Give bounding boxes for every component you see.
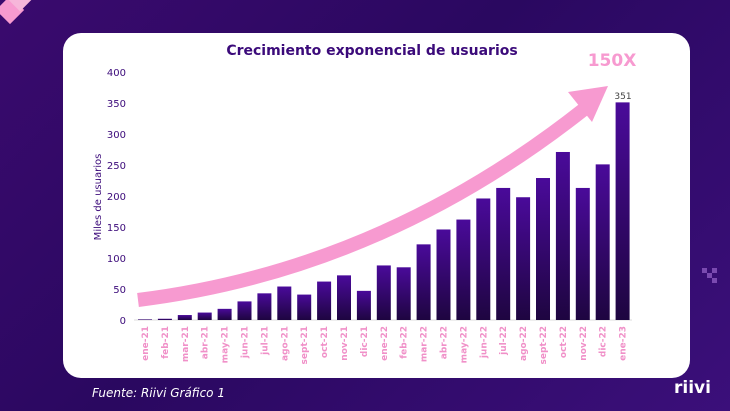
bar-mar-21 (177, 315, 192, 320)
bar-oct-21 (317, 281, 332, 320)
bar-ene-22 (376, 265, 391, 320)
bar-jul-22 (496, 187, 511, 320)
source-label: Fuente: (92, 386, 138, 400)
growth-annotation: 150X (588, 51, 637, 71)
x-tick-label: ago-22 (519, 326, 529, 361)
y-axis-label: Miles de usuarios (93, 154, 104, 241)
x-tick-label: oct-22 (559, 326, 569, 358)
y-tick-label: 100 (107, 254, 126, 265)
x-tick-label: abr-21 (201, 326, 211, 359)
source-footer: Fuente: Riivi Gráfico 1 (92, 386, 225, 400)
bar-ene-23 (615, 102, 630, 320)
bar-abr-22 (436, 229, 451, 320)
x-tick-label: jun-22 (479, 326, 489, 359)
bar-oct-22 (555, 151, 570, 320)
x-tick-label: jun-21 (241, 326, 251, 359)
x-tick-label: feb-22 (400, 326, 410, 359)
x-tick-label: mar-22 (420, 326, 430, 362)
bar-abr-21 (197, 312, 212, 320)
growth-arrow (137, 104, 588, 307)
data-label-ene-23: 351 (614, 92, 631, 102)
x-tick-label: mar-21 (181, 326, 191, 362)
x-tick-label: dic-21 (360, 326, 370, 357)
bar-dic-22 (595, 164, 610, 320)
bar-feb-22 (396, 267, 411, 320)
chart-title: Crecimiento exponencial de usuarios (226, 43, 517, 59)
x-tick-label: ene-23 (619, 326, 629, 361)
y-tick-label: 250 (107, 161, 126, 172)
x-tick-label: may-22 (459, 326, 469, 363)
bar-feb-21 (157, 318, 172, 320)
corner-decoration (0, 0, 38, 38)
x-tick-label: sept-21 (300, 326, 310, 364)
y-tick-label: 350 (107, 99, 126, 110)
y-tick-label: 400 (107, 68, 126, 79)
x-tick-label: jul-21 (260, 326, 270, 356)
bar-ago-22 (516, 197, 531, 320)
bar-dic-21 (356, 290, 371, 320)
x-tick-label: abr-22 (440, 326, 450, 359)
y-tick-label: 300 (107, 130, 126, 141)
x-tick-label: sept-22 (539, 326, 549, 364)
growth-arrow-head (568, 86, 608, 122)
bar-sept-22 (536, 178, 550, 320)
source-text: Riivi Gráfico 1 (140, 386, 225, 400)
y-tick-label: 0 (120, 316, 126, 327)
bar-may-22 (456, 219, 471, 320)
bar-sept-21 (297, 294, 312, 320)
bar-nov-21 (337, 275, 351, 320)
x-tick-label: nov-22 (579, 326, 589, 361)
x-tick-label: may-21 (221, 326, 231, 363)
y-tick-label: 150 (107, 223, 126, 234)
bar-jun-21 (237, 301, 252, 320)
x-tick-label: nov-21 (340, 326, 350, 361)
brand-logo: riivi (674, 378, 711, 398)
bar-ene-21 (138, 319, 152, 320)
pixel-decoration (702, 268, 722, 288)
x-tick-label: jul-22 (499, 326, 509, 356)
x-tick-label: dic-22 (599, 326, 609, 357)
bar-jul-21 (257, 293, 272, 320)
bar-ago-21 (277, 286, 292, 320)
bar-jun-22 (476, 198, 491, 320)
y-tick-label: 50 (113, 285, 126, 296)
bar-nov-22 (575, 187, 590, 320)
bar-may-21 (217, 308, 232, 320)
x-tick-label: ago-21 (280, 326, 290, 361)
y-tick-label: 200 (107, 192, 126, 203)
x-tick-label: oct-21 (320, 326, 330, 358)
x-tick-label: ene-21 (141, 326, 151, 361)
bar-mar-22 (416, 244, 431, 320)
x-tick-label: feb-21 (161, 326, 171, 359)
x-tick-label: ene-22 (380, 326, 390, 361)
